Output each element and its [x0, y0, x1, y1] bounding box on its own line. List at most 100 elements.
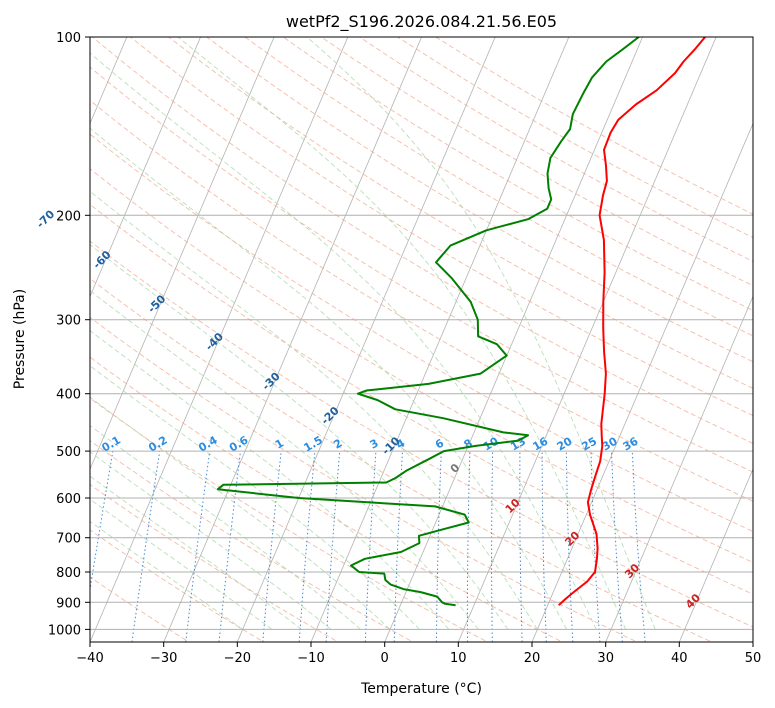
dry-adiabat-line	[90, 483, 340, 642]
moist-adiabat-line	[177, 37, 627, 630]
dry-adiabat-line	[90, 440, 414, 642]
x-tick-label: −20	[224, 651, 251, 666]
y-tick-label: 200	[56, 209, 81, 224]
dry-adiabat-line	[90, 316, 639, 642]
isotherm-line	[0, 10, 65, 654]
y-tick-label: 600	[56, 492, 81, 507]
moist-adiabat-line	[90, 520, 243, 630]
temperature-profile-line	[558, 37, 706, 606]
dry-adiabat-line	[244, 37, 753, 337]
isotherm-line	[384, 37, 643, 642]
x-tick-label: −30	[150, 651, 177, 666]
background-lines	[0, 10, 753, 654]
mixing-ratio-line	[298, 451, 316, 642]
y-axis-label: Pressure (hPa)	[12, 289, 28, 389]
x-tick-label: 0	[381, 651, 389, 666]
chart-title: wetPf2_S196.2026.084.21.56.E05	[286, 12, 557, 32]
dry-adiabat-line	[320, 37, 753, 287]
dry-adiabat-line	[90, 529, 265, 642]
moist-adiabat-line	[90, 451, 332, 630]
dry-adiabat-label: 20	[562, 529, 582, 549]
dry-adiabat-line	[90, 99, 753, 502]
moist-adiabat-line	[90, 52, 597, 630]
moist-adiabat-line	[90, 244, 509, 630]
y-tick-label: 500	[56, 445, 81, 460]
y-tick-label: 1000	[48, 623, 81, 638]
x-tick-label: 50	[745, 651, 762, 666]
mixing-ratio-line	[218, 451, 241, 642]
isotherm-line	[90, 37, 201, 298]
x-axis-label: Temperature (°C)	[360, 681, 482, 697]
mixing-ratio-line	[364, 451, 377, 642]
moist-adiabat-line	[90, 475, 302, 630]
mixing-ratio-label: 2	[331, 437, 344, 452]
x-tick-label: −40	[76, 651, 103, 666]
isotherm-line	[90, 37, 275, 471]
plot-frame	[89, 36, 754, 643]
dry-adiabat-line	[90, 133, 753, 532]
dry-adiabat-line	[90, 203, 753, 595]
dry-adiabat-line	[397, 37, 753, 239]
dry-adiabat-line	[282, 37, 753, 311]
y-tick-label: 400	[56, 388, 81, 403]
dry-adiabat-label: -70	[34, 207, 57, 230]
isobar-grid	[90, 37, 753, 630]
mixing-ratio-line	[131, 451, 161, 642]
x-tick-label: −10	[297, 651, 324, 666]
mixing-ratio-line	[466, 451, 471, 642]
mixing-ratio-label: 3	[368, 437, 381, 452]
isotherm-line	[531, 122, 753, 642]
isotherm-line	[163, 37, 422, 642]
dry-adiabat-label: 0	[448, 461, 463, 476]
mixing-ratio-line	[90, 451, 114, 593]
isotherm-line	[310, 37, 570, 642]
mixing-ratio-line	[393, 451, 403, 642]
y-tick-label: 100	[56, 31, 81, 46]
x-tick-label: 40	[671, 651, 688, 666]
dry-adiabat-line	[130, 37, 753, 417]
dewpoint-profile-line	[216, 37, 640, 607]
moist-adiabat-line	[90, 190, 538, 630]
dry-adiabat-line	[90, 278, 713, 642]
isotherm-line	[457, 37, 717, 642]
x-tick-label: 10	[450, 651, 467, 666]
mixing-ratio-line	[611, 451, 623, 642]
moist-adiabat-line	[90, 425, 361, 630]
line-labels: 0.10.20.40.611.52346810131620253036-100-…	[34, 207, 703, 611]
axes: −40 −30 −20 −10 0 10 20 30 40 5010009008007006005…	[48, 31, 761, 666]
mixing-ratio-label: 1	[273, 437, 286, 452]
dry-adiabat-line	[90, 397, 489, 642]
mixing-ratio-line	[541, 451, 547, 642]
isotherm-line	[90, 37, 128, 125]
mixing-ratio-line	[491, 451, 494, 642]
dry-adiabat-label: 40	[683, 591, 703, 611]
mixing-ratio-line	[519, 451, 523, 642]
isotherm-line	[90, 37, 349, 642]
y-tick-label: 800	[56, 566, 81, 581]
moist-adiabat-line	[90, 365, 420, 630]
dry-adiabat-line	[90, 576, 190, 642]
moist-adiabat-line	[306, 37, 656, 630]
mixing-ratio-line	[565, 451, 574, 642]
isotherm-line	[605, 295, 753, 642]
isotherm-line	[236, 37, 496, 642]
dry-adiabat-line	[92, 37, 753, 444]
mixing-ratio-line	[590, 451, 601, 642]
isotherm-line	[678, 468, 753, 642]
mixing-ratio-line	[185, 451, 211, 642]
dry-adiabat-label: -50	[145, 292, 168, 315]
sounding-profiles	[216, 37, 706, 607]
y-tick-label: 700	[56, 532, 81, 547]
dry-adiabat-line	[168, 37, 753, 389]
moist-adiabat-line	[90, 127, 568, 630]
dry-adiabat-label: -20	[319, 404, 342, 427]
mixing-ratio-line	[325, 451, 341, 642]
dry-adiabat-line	[90, 66, 753, 473]
mixing-ratio-line	[262, 451, 282, 642]
dry-adiabat-line	[90, 168, 753, 563]
dry-adiabat-label: -60	[90, 248, 113, 271]
dry-adiabat-line	[90, 240, 753, 628]
y-tick-label: 900	[56, 596, 81, 611]
moist-adiabat-line	[90, 498, 273, 630]
